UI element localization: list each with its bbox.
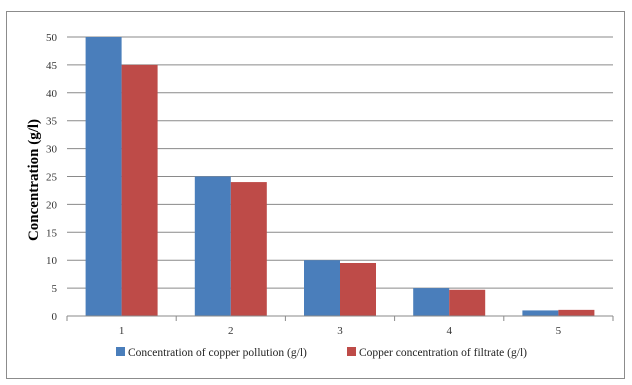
y-tick-label: 50	[46, 32, 58, 44]
x-tick-label: 4	[446, 325, 452, 337]
bar-series-2-cat-2	[230, 182, 267, 316]
y-axis-label: Concentration (g/l)	[26, 119, 42, 241]
y-tick-label: 45	[46, 60, 58, 72]
gridlines	[67, 36, 613, 289]
x-tick-label: 1	[119, 325, 125, 337]
x-tick-label: 2	[228, 325, 234, 337]
bar-series-2-cat-1	[121, 64, 158, 317]
y-tick-label: 25	[46, 172, 58, 184]
y-tick-label: 20	[46, 199, 58, 211]
bar-series-1-cat-1	[85, 37, 122, 316]
y-axis-tick-labels: 0 5 10 15 20 25 30 35 40 45 50	[46, 32, 58, 323]
y-tick-label: 0	[52, 311, 58, 323]
y-tick-label: 15	[46, 227, 58, 239]
legend-label-series-1: Concentration of copper pollution (g/l)	[128, 347, 307, 359]
y-tick-label: 30	[46, 144, 58, 156]
bar-series-1-cat-4	[413, 288, 450, 316]
bar-series-2-cat-5	[558, 309, 595, 316]
legend-label-series-2: Copper concentration of filtrate (g/l)	[359, 347, 527, 359]
bars	[85, 37, 595, 317]
x-axis: 1 2 3 4 5	[66, 315, 614, 337]
bar-series-1-cat-5	[522, 310, 559, 316]
y-tick-label: 40	[46, 88, 58, 100]
legend: Concentration of copper pollution (g/l) C…	[116, 347, 527, 359]
y-tick-label: 10	[46, 255, 58, 267]
y-tick-label: 35	[46, 116, 58, 128]
y-tick-label: 5	[52, 283, 58, 295]
bar-series-1-cat-2	[194, 176, 231, 316]
bar-series-2-cat-4	[449, 289, 486, 316]
x-tick-label: 3	[337, 325, 343, 337]
legend-swatch-series-1	[116, 347, 125, 356]
x-tick-label: 5	[556, 325, 562, 337]
bar-series-1-cat-3	[304, 260, 340, 316]
legend-swatch-series-2	[347, 347, 356, 356]
bar-series-2-cat-3	[340, 262, 376, 316]
